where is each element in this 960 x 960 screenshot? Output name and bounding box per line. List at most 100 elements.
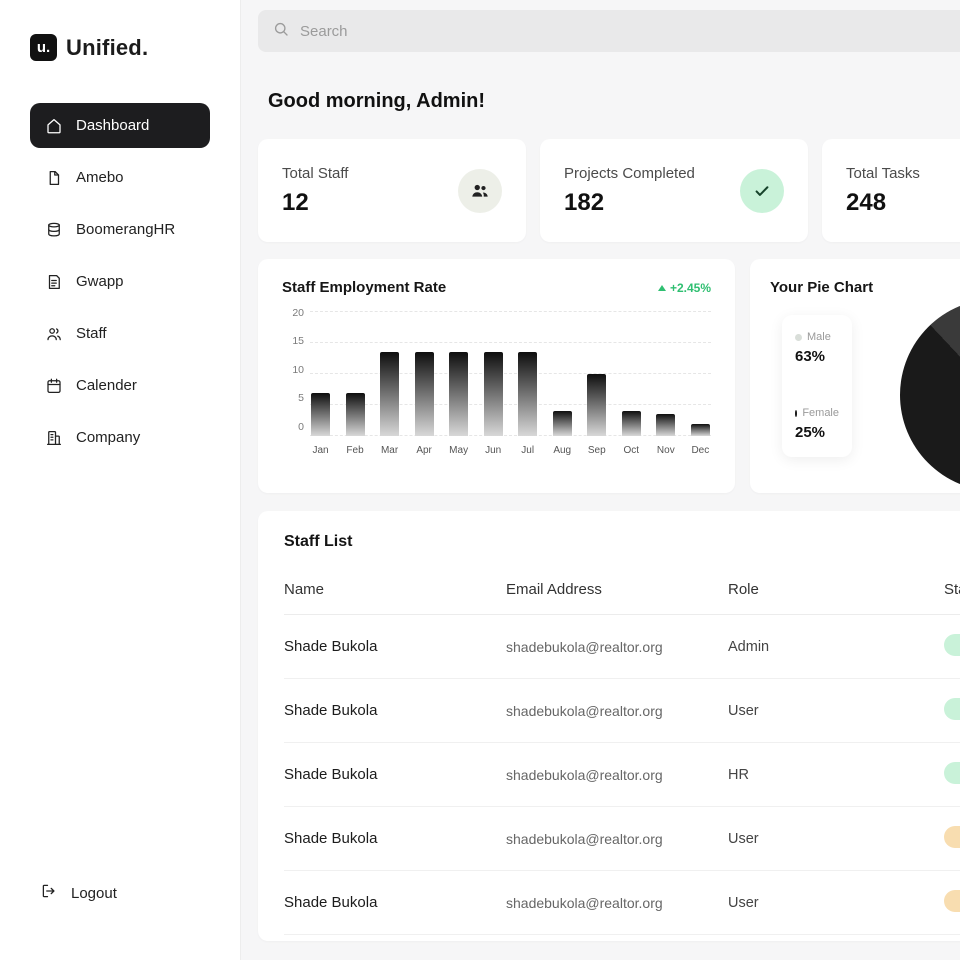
logout-label: Logout xyxy=(71,884,117,902)
bar-plot xyxy=(310,311,711,436)
trend-badge: +2.45% xyxy=(657,281,711,295)
stat-value: 248 xyxy=(846,188,887,216)
staff-name: Shade Bukola xyxy=(284,614,506,679)
sidebar: u. Unified. Dashboard Amebo BoomerangHR Gwa… xyxy=(0,0,241,960)
sidebar-item-label: Company xyxy=(76,429,141,446)
bar-jan xyxy=(311,392,330,436)
search-icon xyxy=(272,20,290,43)
table-row[interactable]: Shade Bukola shadebukola@realtor.org User xyxy=(284,678,960,743)
logo: u. Unified. xyxy=(30,34,210,61)
legend-item-male: Male 63% xyxy=(795,331,839,365)
staff-role: User xyxy=(728,806,944,871)
x-tick-label: Feb xyxy=(346,445,364,456)
x-tick-label: Aug xyxy=(553,445,572,456)
staff-name: Shade Bukola xyxy=(284,678,506,743)
page-greeting: Good morning, Admin! xyxy=(268,90,486,112)
column-header-role: Role xyxy=(728,573,944,615)
x-tick-label: Jan xyxy=(312,445,329,456)
staff-email: shadebukola@realtor.org xyxy=(506,870,728,935)
logo-mark: u. xyxy=(30,34,57,61)
logout-button[interactable]: Logout xyxy=(30,882,210,904)
staff-role: HR xyxy=(728,742,944,807)
y-tick-label: 15 xyxy=(292,335,304,348)
y-axis: 20 15 10 5 0 xyxy=(282,308,304,432)
status-badge xyxy=(944,889,960,912)
building-icon xyxy=(45,429,63,447)
x-tick-label: Jul xyxy=(521,445,535,456)
check-icon xyxy=(740,168,784,213)
pie-legend: Male 63% Female 25% xyxy=(782,315,852,457)
stat-label: Total Tasks xyxy=(846,164,920,182)
legend-label: Male xyxy=(807,331,831,343)
bar-feb xyxy=(345,392,365,436)
bar-sep xyxy=(587,374,607,436)
staff-name: Shade Bukola xyxy=(284,742,506,807)
pie-chart-card: Your Pie Chart Male 63% Female xyxy=(750,259,960,493)
stat-label: Projects Completed xyxy=(564,164,695,182)
table-row[interactable]: Shade Bukola shadebukola@realtor.org HR xyxy=(284,742,960,807)
bar-jun xyxy=(483,352,503,436)
stat-label: Total Staff xyxy=(282,164,349,182)
male-dot-icon xyxy=(795,333,802,341)
legend-value: 25% xyxy=(795,424,826,441)
y-tick-label: 0 xyxy=(298,420,304,433)
gridline xyxy=(310,404,711,405)
calendar-icon xyxy=(45,377,63,395)
sidebar-item-gwapp[interactable]: Gwapp xyxy=(30,259,210,304)
main-content: Good morning, Admin! Total Staff 12 Proj… xyxy=(241,0,960,960)
gridline xyxy=(310,373,711,374)
x-tick-label: Jun xyxy=(485,445,502,456)
sidebar-item-amebo[interactable]: Amebo xyxy=(30,155,210,200)
x-tick-label: May xyxy=(449,445,469,456)
staff-list-title: Staff List xyxy=(284,533,353,550)
bar-jul xyxy=(518,352,538,436)
sidebar-item-label: Gwapp xyxy=(76,273,124,290)
staff-email: shadebukola@realtor.org xyxy=(506,614,728,679)
sidebar-item-boomeranghr[interactable]: BoomerangHR xyxy=(30,207,210,252)
chart-title: Staff Employment Rate xyxy=(282,279,447,296)
bar-apr xyxy=(414,352,434,436)
logout-icon xyxy=(40,882,58,904)
legend-item-female: Female 25% xyxy=(795,407,839,441)
sidebar-nav: Dashboard Amebo BoomerangHR Gwapp Staff Calen… xyxy=(30,103,210,467)
logo-text: Unified. xyxy=(66,34,149,60)
sidebar-item-calender[interactable]: Calender xyxy=(30,363,210,408)
staff-name: Shade Bukola xyxy=(284,806,506,871)
x-tick-label: Oct xyxy=(623,445,640,456)
y-tick-label: 5 xyxy=(298,392,304,405)
bar-may xyxy=(449,352,469,436)
file-icon xyxy=(45,169,63,187)
staff-email: shadebukola@realtor.org xyxy=(506,678,728,743)
table-row[interactable]: Shade Bukola shadebukola@realtor.org User xyxy=(284,806,960,871)
home-icon xyxy=(45,117,63,135)
sidebar-item-label: Calender xyxy=(76,377,137,394)
staff-role: Admin xyxy=(728,614,944,679)
staff-email: shadebukola@realtor.org xyxy=(506,742,728,807)
search-input[interactable] xyxy=(300,22,600,40)
gridline xyxy=(310,342,711,343)
gridline xyxy=(310,311,711,312)
stat-value: 182 xyxy=(564,188,605,216)
staff-name: Shade Bukola xyxy=(284,870,506,935)
x-labels: Jan Feb Mar Apr May Jun Jul Aug Sep Oct Nov Dec xyxy=(310,445,711,457)
table-row[interactable]: Shade Bukola shadebukola@realtor.org Admin xyxy=(284,614,960,679)
search-bar[interactable] xyxy=(258,10,960,52)
sidebar-item-label: Staff xyxy=(76,325,107,342)
sidebar-item-company[interactable]: Company xyxy=(30,415,210,460)
sidebar-item-staff[interactable]: Staff xyxy=(30,311,210,356)
x-tick-label: Dec xyxy=(691,445,710,456)
x-tick-label: Mar xyxy=(380,445,399,456)
database-icon xyxy=(45,221,63,239)
status-badge xyxy=(944,697,960,720)
y-tick-label: 10 xyxy=(292,363,304,376)
status-badge xyxy=(944,761,960,784)
sidebar-item-dashboard[interactable]: Dashboard xyxy=(30,103,210,148)
staff-table-body: Shade Bukola shadebukola@realtor.org Admin… xyxy=(284,614,960,935)
x-tick-label: Sep xyxy=(587,445,606,456)
pie-title: Your Pie Chart xyxy=(770,279,874,296)
sidebar-item-label: BoomerangHR xyxy=(76,221,176,238)
column-header-email-address: Email Address xyxy=(506,573,728,615)
table-row[interactable]: Shade Bukola shadebukola@realtor.org User xyxy=(284,870,960,935)
